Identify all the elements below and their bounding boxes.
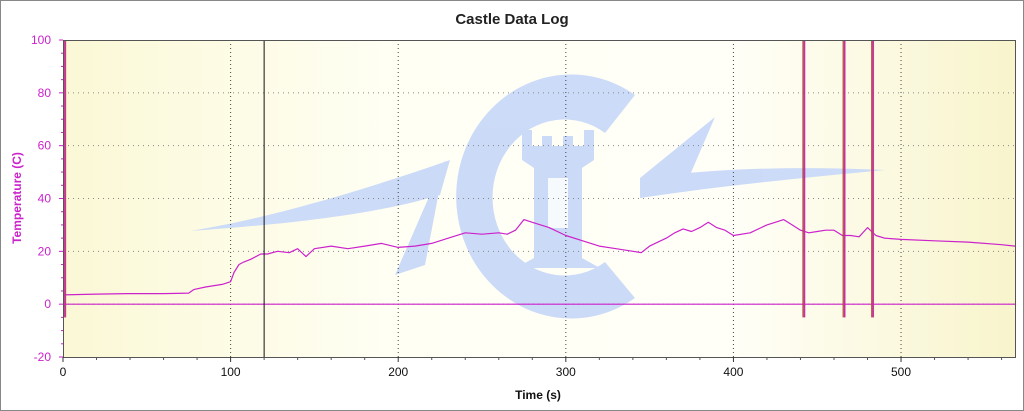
y-tick-label: 20 (38, 244, 52, 258)
y-tick-label: -20 (34, 350, 52, 364)
y-tick-label: 40 (38, 192, 52, 206)
y-axis-label: Temperature (C) (10, 152, 24, 244)
x-tick-label: 100 (221, 365, 241, 379)
temperature-series-line (62, 219, 1016, 296)
y-tick-label: 100 (31, 33, 51, 47)
watermark-swoosh-right (640, 168, 885, 198)
x-axis: 0 100 200 300 400 500 (60, 357, 1003, 379)
watermark-tower-window (548, 178, 568, 228)
x-tick-label: 0 (60, 365, 67, 379)
series-layer (62, 219, 1016, 305)
x-axis-label: Time (s) (515, 388, 561, 402)
watermark-c-ring (456, 74, 635, 319)
plot-border (63, 40, 1016, 358)
castle-logo-watermark (190, 74, 885, 319)
y-tick-label: 60 (38, 139, 52, 153)
x-tick-label: 500 (891, 365, 911, 379)
x-tick-label: 300 (556, 365, 576, 379)
spike-layer (63, 40, 875, 357)
watermark-swoosh-left (190, 160, 450, 231)
y-axis: -20 0 20 40 60 80 100 (31, 33, 63, 364)
y-tick-label: 0 (44, 297, 51, 311)
x-tick-label: 200 (388, 365, 408, 379)
y-tick-label: 80 (38, 86, 52, 100)
watermark-bolt-right (640, 117, 715, 178)
chart-title: Castle Data Log (455, 11, 568, 28)
x-tick-label: 400 (723, 365, 743, 379)
